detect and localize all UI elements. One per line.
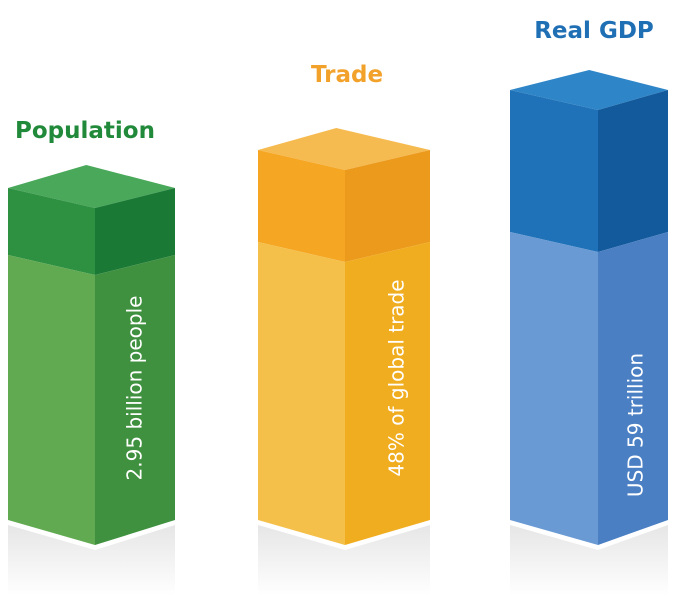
lower-right-face (345, 242, 430, 545)
upper-left-face (8, 188, 95, 275)
lower-right-face (598, 232, 668, 545)
lower-left-face (8, 255, 95, 545)
column-label: 48% of global trade (385, 279, 409, 476)
column-title: Trade (311, 62, 383, 88)
column: Population 2.95 billion people (8, 118, 175, 596)
reflection (258, 525, 430, 596)
lower-right-face (95, 255, 175, 545)
column: Real GDP USD 59 trillion (510, 18, 668, 596)
upper-right-face (95, 188, 175, 275)
top-face (258, 128, 430, 170)
lower-left-face (510, 232, 598, 545)
top-face (510, 70, 668, 110)
upper-right-face (598, 90, 668, 252)
lower-left-face (258, 242, 345, 545)
reflection (510, 525, 668, 596)
column: Trade 48% of global trade (258, 62, 430, 596)
upper-right-face (345, 150, 430, 262)
top-face (8, 165, 175, 208)
reflection (8, 525, 175, 596)
column-label: 2.95 billion people (123, 296, 147, 481)
column-title: Population (15, 118, 155, 144)
column-label: USD 59 trillion (624, 353, 648, 497)
upper-left-face (510, 90, 598, 252)
upper-left-face (258, 150, 345, 262)
column-title: Real GDP (534, 18, 654, 44)
